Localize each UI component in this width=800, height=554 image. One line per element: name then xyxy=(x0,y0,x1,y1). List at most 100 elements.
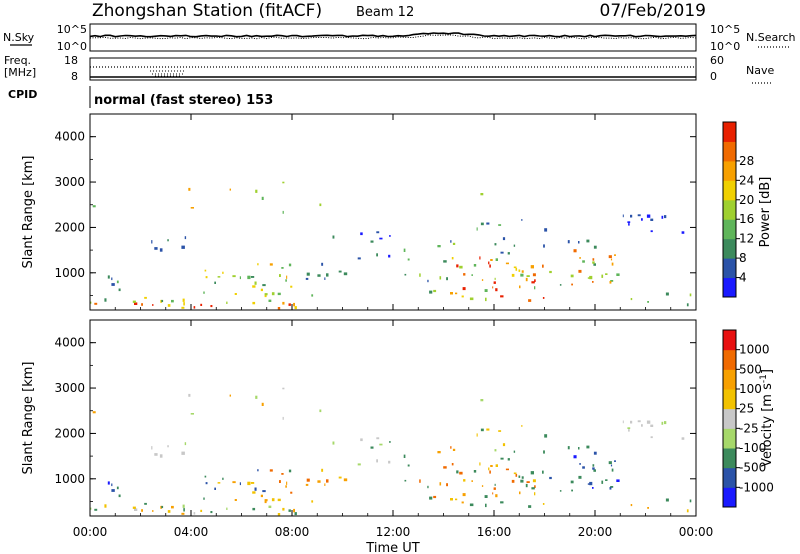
velocity-echo-cell xyxy=(388,460,391,464)
power-echo-cell xyxy=(518,269,521,272)
power-echo-cell xyxy=(257,263,259,266)
velocity-echo-cell xyxy=(317,480,321,483)
power-echo-cell xyxy=(92,205,96,208)
colorbar-swatch xyxy=(723,238,736,259)
power-echo-cell xyxy=(379,237,383,240)
power-echo-cell xyxy=(433,289,437,293)
velocity-echo-cell xyxy=(519,491,521,495)
power-echo-cell xyxy=(519,285,521,289)
velocity-echo-cell xyxy=(167,445,169,448)
velocity-echo-cell xyxy=(559,490,562,492)
velocity-echo-cell xyxy=(608,461,612,465)
power-echo-cell xyxy=(281,267,284,269)
velocity-echo-cell xyxy=(463,479,466,482)
power-echo-cell xyxy=(534,286,536,290)
velocity-echo-cell xyxy=(306,478,310,482)
velocity-echo-cell xyxy=(461,501,464,504)
velocity-echo-cell xyxy=(255,395,258,399)
velocity-echo-cell xyxy=(332,441,335,445)
power-echo-cell xyxy=(388,254,391,258)
power-echo-cell xyxy=(321,262,324,266)
velocity-echo-cell xyxy=(471,480,473,482)
velocity-echo-cell xyxy=(376,459,378,463)
velocity-echo-cell xyxy=(630,504,633,507)
power-echo-cell xyxy=(288,303,291,306)
velocity-echo-cell xyxy=(664,421,667,425)
velocity-echo-cell xyxy=(268,505,272,508)
power-echo-cell xyxy=(526,275,530,277)
velocity-echo-cell xyxy=(593,451,597,455)
power-echo-cell xyxy=(515,268,518,271)
power-echo-cell xyxy=(250,276,255,278)
sky-left-tick-bottom: 10^0 xyxy=(57,40,87,53)
velocity-echo-cell xyxy=(171,505,174,509)
time-tick-labels: 00:00 04:00 08:00 12:00 16:00 20:00 00:00 xyxy=(73,525,714,539)
cpid-label: CPID xyxy=(8,88,37,101)
power-echo-cell xyxy=(268,299,272,302)
power-echo-cell xyxy=(282,301,285,305)
velocity-echo-cell xyxy=(247,481,251,486)
power-echo-cell xyxy=(151,240,153,244)
power-echo-cell xyxy=(494,277,496,280)
nsearch-label: N.Search xyxy=(746,31,796,44)
freq-unit-label: [MHz] xyxy=(4,66,36,79)
power-echo-cell xyxy=(513,266,517,269)
velocity-echo-cell xyxy=(217,482,221,484)
velocity-echo-cell xyxy=(370,446,374,449)
power-echo-cell xyxy=(505,262,509,265)
velocity-echo-cell xyxy=(92,411,96,414)
colorbar-swatch xyxy=(723,467,736,488)
velocity-echo-cell xyxy=(689,499,692,503)
velocity-echo-cell xyxy=(520,479,524,483)
power-panel-bg xyxy=(90,114,696,310)
velocity-echo-cell xyxy=(681,437,685,440)
mode-label: normal (fast stereo) 153 xyxy=(94,93,273,108)
power-echo-cell xyxy=(446,277,448,281)
y-tick-label: 1000 xyxy=(54,472,85,486)
velocity-echo-cell xyxy=(360,438,363,442)
power-echo-cell xyxy=(357,257,361,260)
power-echo-cell xyxy=(511,273,515,277)
velocity-echo-cell xyxy=(480,428,484,432)
freq-right-tick-top: 60 xyxy=(710,54,724,67)
power-echo-cell xyxy=(247,275,251,280)
velocity-echo-cell xyxy=(288,509,291,512)
velocity-echo-cell xyxy=(495,464,498,467)
velocity-echo-cell xyxy=(473,470,477,473)
colorbar-swatch xyxy=(723,258,736,279)
beam-label: Beam 12 xyxy=(356,5,414,20)
velocity-echo-cell xyxy=(429,496,433,500)
velocity-echo-cell xyxy=(582,466,585,469)
velocity-echo-cell xyxy=(407,464,410,467)
colorbar-tick-label: 4 xyxy=(739,271,747,285)
velocity-echo-cell xyxy=(111,489,115,492)
velocity-echo-cell xyxy=(286,481,288,485)
power-x-axis xyxy=(89,114,697,310)
power-echo-cell xyxy=(167,304,171,307)
power-echo-cell xyxy=(630,298,633,301)
velocity-echo-cell xyxy=(181,512,185,515)
power-echo-cell xyxy=(144,296,147,299)
power-echo-cell xyxy=(567,240,570,244)
velocity-echo-cell xyxy=(234,499,237,501)
velocity-echo-cell xyxy=(232,481,236,484)
velocity-x-axis xyxy=(89,320,697,516)
power-echo-cell xyxy=(404,273,407,276)
velocity-echo-cell xyxy=(567,446,570,450)
power-echo-cell xyxy=(592,261,595,264)
power-echo-cell xyxy=(486,222,490,225)
velocity-echo-cell xyxy=(456,470,459,474)
x-tick-label: 20:00 xyxy=(578,525,613,539)
x-tick-label: 08:00 xyxy=(275,525,310,539)
power-echo-cell xyxy=(239,276,241,280)
power-echo-cell xyxy=(611,262,614,266)
power-echo-cell xyxy=(181,306,185,309)
colorbar-swatch xyxy=(723,389,736,410)
power-echo-cell xyxy=(500,251,504,254)
velocity-echo-cell xyxy=(200,509,203,512)
power-echo-cell xyxy=(481,279,484,281)
power-echo-cell xyxy=(290,285,293,288)
velocity-echo-cell xyxy=(485,503,487,508)
y-tick-label: 1000 xyxy=(54,266,85,280)
velocity-echo-cell xyxy=(459,471,463,475)
